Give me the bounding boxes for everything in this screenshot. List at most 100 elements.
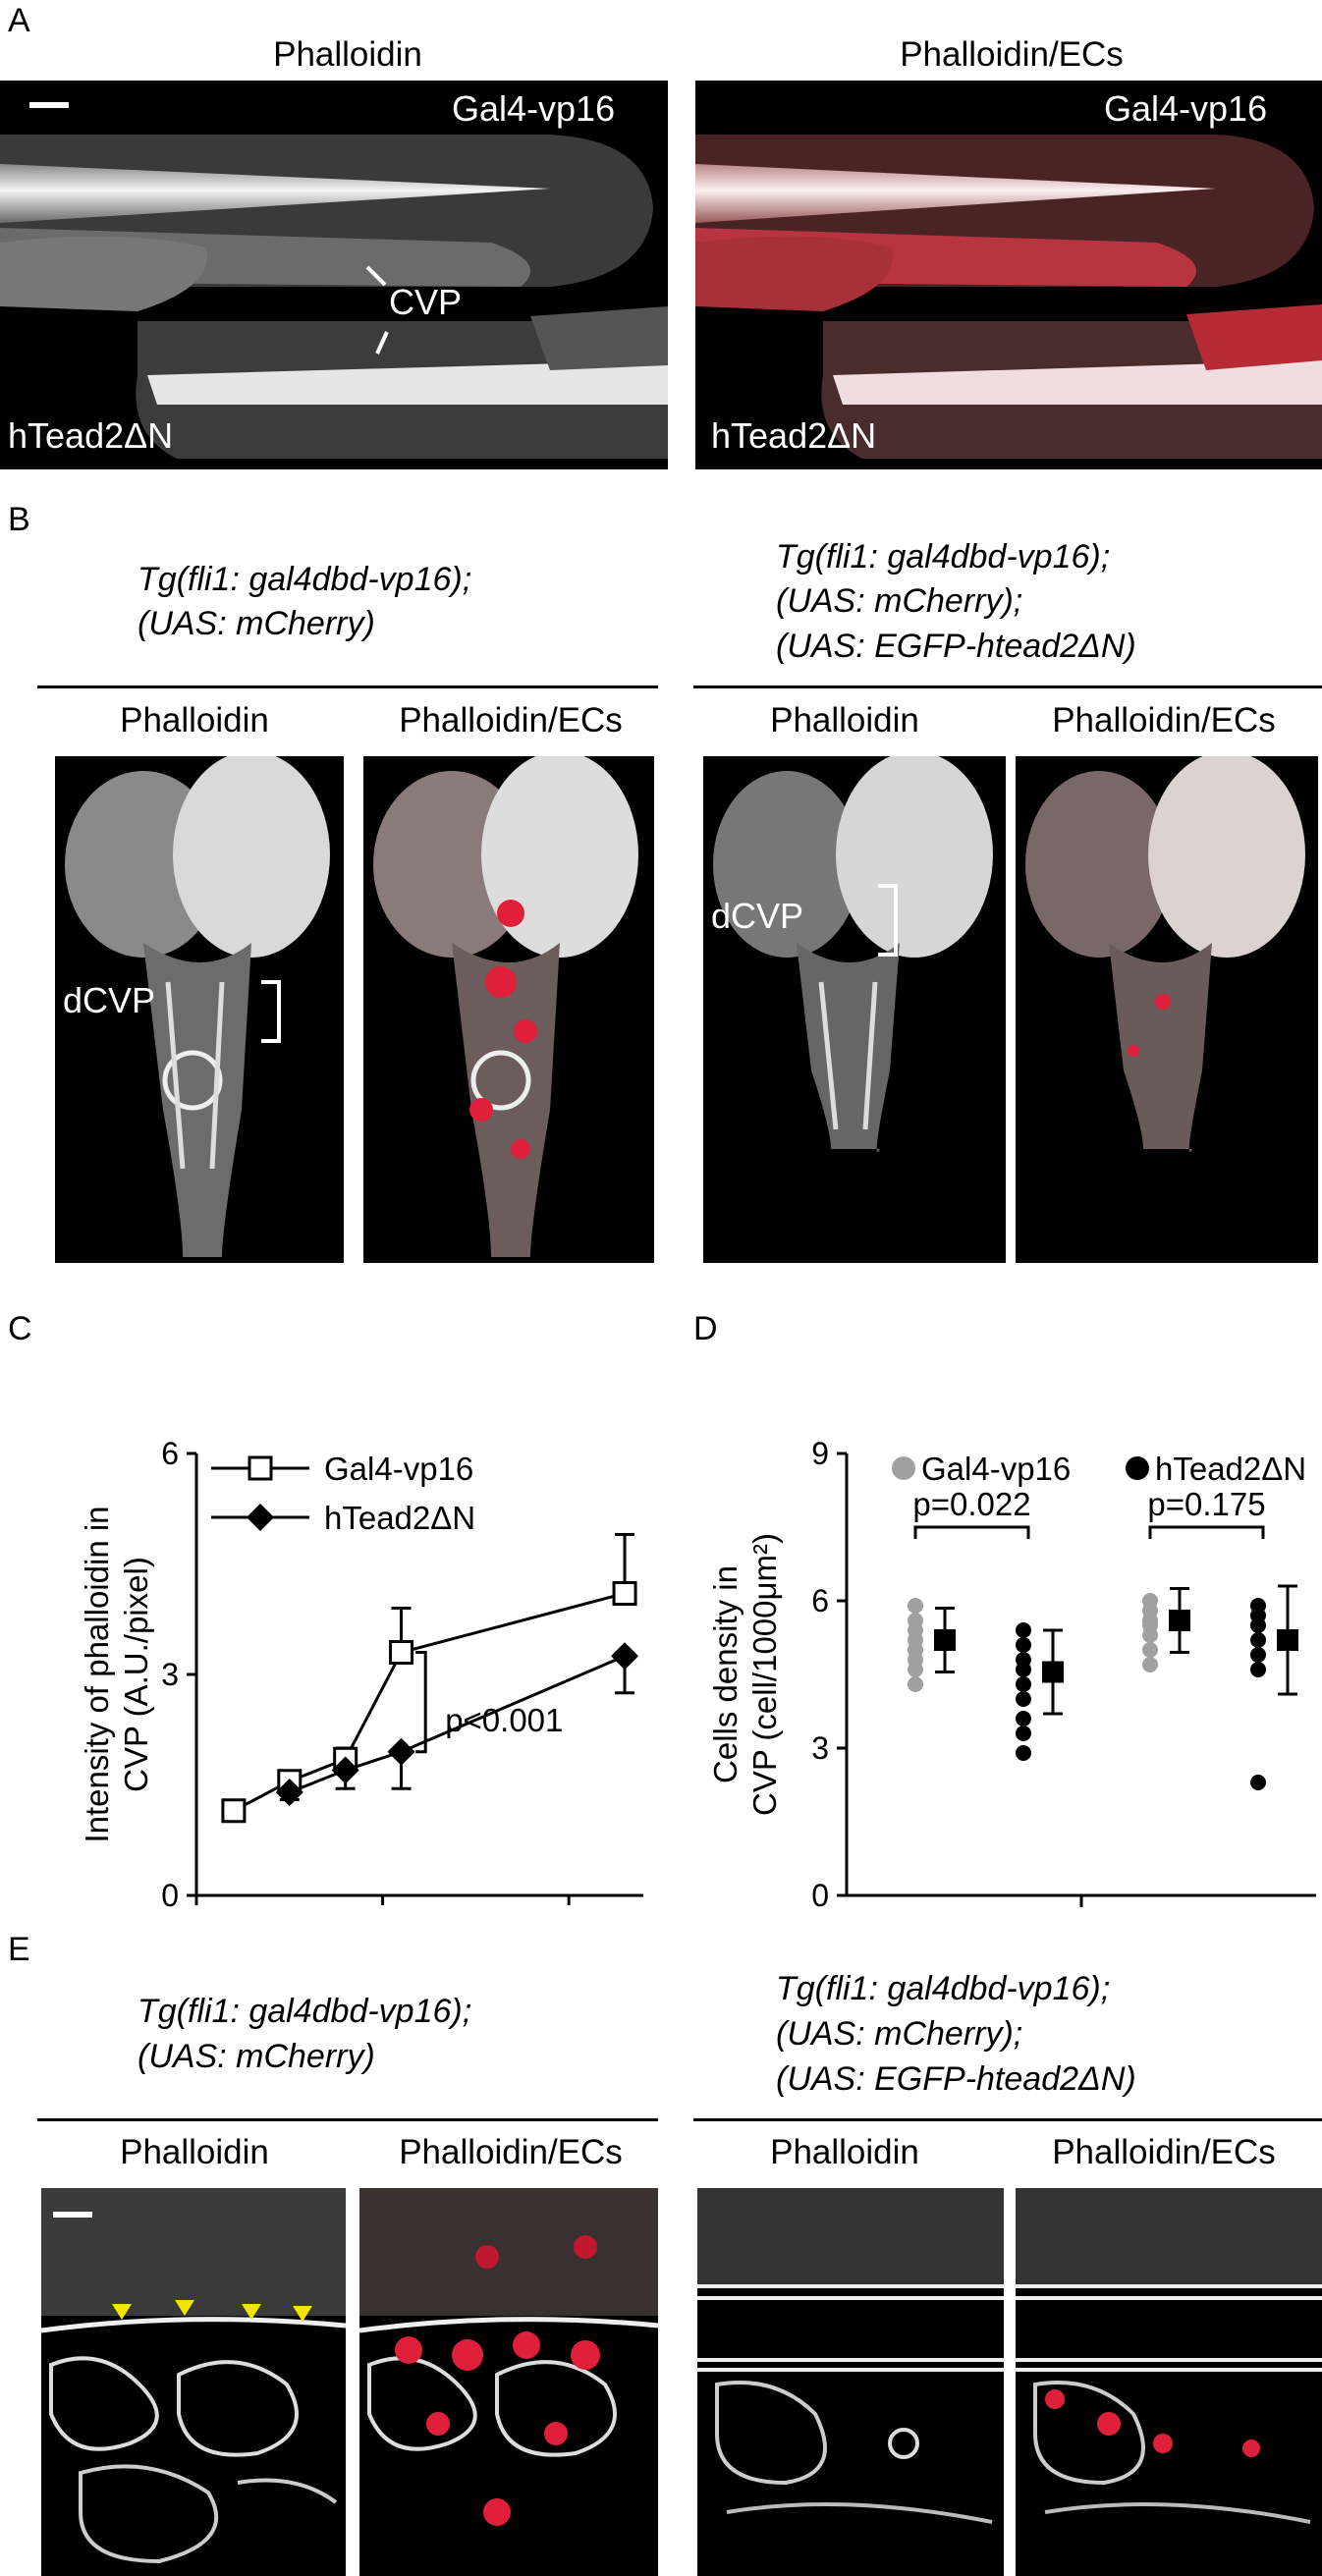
panel-label-e: E [8, 1931, 30, 1968]
c-point-square [221, 1798, 247, 1824]
d-point [1250, 1632, 1266, 1648]
d-point [908, 1662, 923, 1677]
micrograph-e-1 [41, 2188, 346, 2576]
label-gal4-vp16: Gal4-vp16 [452, 88, 616, 129]
rule-e-left [37, 2118, 658, 2121]
panel-b-title-1: Phalloidin [120, 701, 269, 740]
d-point [1016, 1662, 1031, 1677]
d-point [1250, 1775, 1266, 1790]
micrograph-b-4 [1016, 756, 1318, 1263]
d-point [1016, 1691, 1031, 1707]
genotype-b-right-2: (UAS: mCherry); [776, 582, 1023, 620]
d-point [1016, 1676, 1031, 1692]
d-point [1016, 1622, 1031, 1638]
d-mean-marker [1042, 1661, 1064, 1683]
c-xtick-label: 45 [551, 1912, 586, 1915]
panel-label-c: C [8, 1310, 32, 1347]
micrograph-e-3 [697, 2188, 1004, 2576]
panel-label-a: A [8, 2, 30, 39]
panel-e-title-3: Phalloidin [770, 2133, 919, 2171]
d-ytick-label: 9 [811, 1436, 829, 1471]
d-point [1142, 1642, 1158, 1658]
d-mean-marker [1277, 1629, 1298, 1651]
micrograph-e-2 [359, 2188, 658, 2576]
chart-c: 0 3 6 25 35 45(hpf) Intensity of phalloidin in… [79, 1436, 646, 1915]
cvp-bracket-lines [365, 265, 389, 355]
genotype-e-right-3: (UAS: EGFP-htead2ΔN) [776, 2060, 1136, 2098]
d-mean-marker [1169, 1610, 1190, 1631]
c-legend-label: Gal4-vp16 [324, 1451, 473, 1487]
d-point [1142, 1627, 1158, 1643]
c-xtick-label: 25 [179, 1912, 214, 1915]
micrograph-b-2 [363, 756, 654, 1263]
d-ytick-label: 0 [811, 1878, 829, 1913]
c-legend-marker [248, 1455, 273, 1481]
micrograph-b-3 [703, 756, 1006, 1263]
d-point [908, 1676, 923, 1692]
c-xaxis-unit: (hpf) [581, 1912, 646, 1915]
c-ylabel-2: CVP (A.U./pixel) [118, 1557, 154, 1792]
c-point-diamond [387, 1737, 415, 1766]
label-htead2dn-ecs: hTead2ΔN [711, 415, 877, 456]
d-mean-marker [934, 1629, 956, 1651]
panel-a-title-phalloidin-ecs: Phalloidin/ECs [900, 35, 1124, 74]
d-category-label: 31 hpf [938, 1914, 1025, 1915]
d-point [1016, 1637, 1031, 1653]
d-legend-marker [892, 1456, 915, 1480]
d-ylabel-1: Cells density in [707, 1565, 744, 1783]
c-pvalue: p<0.001 [445, 1702, 563, 1738]
d-legend-label: hTead2ΔN [1155, 1451, 1306, 1487]
c-legend-marker [247, 1504, 274, 1531]
panel-label-d: D [693, 1310, 718, 1347]
c-sig-bracket [415, 1651, 427, 1754]
rule-b-right [693, 685, 1322, 688]
micrograph-b-1 [55, 756, 344, 1263]
d-sig-bracket [913, 1525, 1030, 1539]
genotype-b-left-2: (UAS: mCherry) [138, 605, 375, 642]
d-point [1250, 1647, 1266, 1663]
rule-b-left [37, 685, 658, 688]
d-point [1250, 1617, 1266, 1633]
c-point-square [389, 1640, 414, 1665]
d-category-label: 36 hpf [1173, 1914, 1260, 1915]
panel-a-title-phalloidin: Phalloidin [273, 35, 422, 74]
c-ytick-label: 3 [161, 1657, 179, 1692]
d-point [1142, 1657, 1158, 1672]
c-ytick-label: 6 [161, 1436, 179, 1471]
label-cvp: CVP [389, 282, 463, 322]
micrograph-a-phalloidin-ecs [695, 81, 1322, 469]
label-htead2dn: hTead2ΔN [8, 415, 174, 456]
label-gal4-vp16-ecs: Gal4-vp16 [1104, 88, 1268, 129]
panel-e-title-2: Phalloidin/ECs [399, 2133, 623, 2171]
label-dcvp-left: dCVP [63, 980, 156, 1020]
d-point [1016, 1711, 1031, 1726]
c-point-diamond [611, 1642, 639, 1671]
d-point [1016, 1726, 1031, 1741]
label-dcvp-right: dCVP [711, 896, 804, 936]
panel-label-b: B [8, 501, 30, 538]
genotype-e-right-2: (UAS: mCherry); [776, 2015, 1023, 2053]
c-xtick-label: 35 [365, 1912, 401, 1915]
genotype-e-left-1: Tg(fli1: gal4dbd-vp16); [138, 1993, 472, 2030]
rule-e-right [693, 2118, 1322, 2121]
panel-b-title-3: Phalloidin [770, 701, 919, 740]
c-point-square [612, 1581, 637, 1606]
genotype-e-left-2: (UAS: mCherry) [138, 2038, 375, 2075]
c-point-diamond [275, 1779, 303, 1806]
d-sig-bracket [1148, 1525, 1265, 1539]
d-legend-marker [1126, 1456, 1149, 1480]
c-point-diamond [331, 1756, 359, 1784]
d-ytick-label: 3 [811, 1730, 829, 1766]
c-ytick-label: 0 [161, 1878, 179, 1913]
micrograph-a-phalloidin [0, 81, 668, 469]
d-pvalue: p=0.022 [912, 1486, 1030, 1522]
panel-b-title-2: Phalloidin/ECs [399, 701, 623, 740]
panel-e-title-1: Phalloidin [120, 2133, 269, 2171]
c-series-line-1 [289, 1654, 626, 1794]
d-point [1250, 1662, 1266, 1677]
genotype-b-left-1: Tg(fli1: gal4dbd-vp16); [138, 561, 472, 598]
dcvp-bracket-right [878, 884, 898, 957]
c-ylabel-1: Intensity of phalloidin in [79, 1506, 115, 1842]
d-legend-label: Gal4-vp16 [921, 1451, 1071, 1487]
